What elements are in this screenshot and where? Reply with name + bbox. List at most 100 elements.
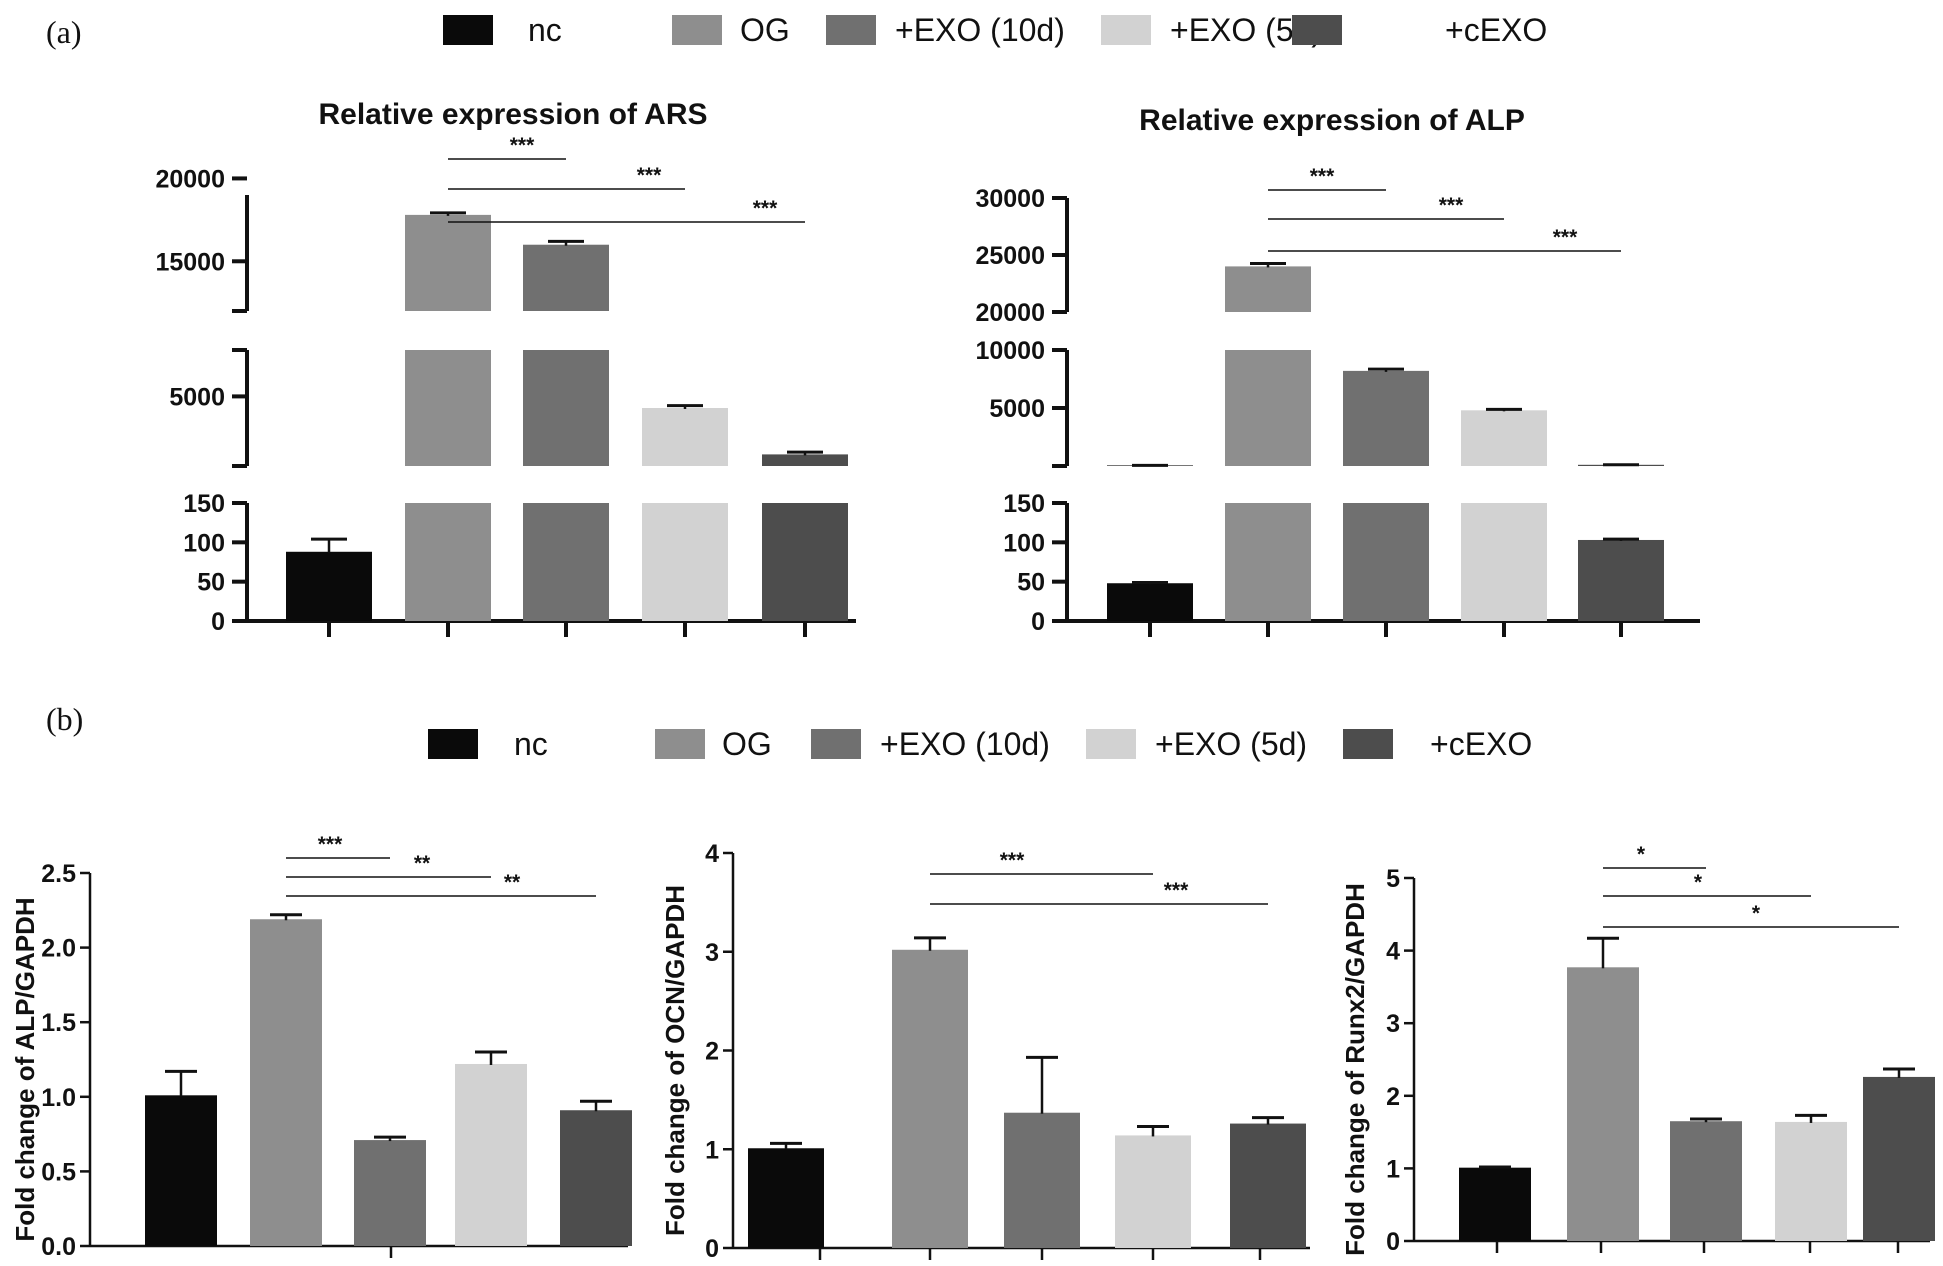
y-tick-label-2-0: 20000 [975, 299, 1045, 327]
significance-label-2: * [1752, 902, 1761, 925]
bar-2 [1670, 1121, 1742, 1241]
chart-0: Relative expression of ARS 0 50 100 150 5000 1… [155, 98, 856, 637]
chart-1: Relative expression of ALP 0 50 100 150 5000 1… [975, 104, 1700, 637]
bar-2 [354, 1140, 426, 1246]
y-tick-label-0: 0.0 [41, 1233, 76, 1261]
significance-label-1: *** [1439, 194, 1464, 217]
y-tick-label-0-1: 50 [1017, 569, 1045, 597]
bar-1-seg-0 [1225, 503, 1311, 621]
bar-1 [892, 949, 968, 1248]
y-axis-label: Fold change of ALP/GAPDH [10, 897, 40, 1241]
legend-swatch-0 [443, 15, 493, 45]
chart-title: Relative expression of ARS [318, 98, 707, 131]
bar-0 [145, 1095, 217, 1246]
legend-a: nc OG +EXO (10d) +EXO (5d) +cEXO [443, 12, 1547, 48]
bar-1-seg-0 [405, 503, 491, 621]
significance-label-2: ** [504, 871, 521, 894]
y-tick-label-1: 0.5 [41, 1158, 76, 1186]
significance-label-0: *** [1310, 165, 1335, 188]
y-tick-label-3: 1.5 [41, 1009, 76, 1037]
legend-label-4: +cEXO [1445, 12, 1547, 48]
y-tick-label-4: 4 [705, 840, 719, 868]
y-tick-label-0-1: 50 [197, 569, 225, 597]
y-tick-label-5: 2.5 [41, 860, 76, 888]
legend-label-1: OG [722, 726, 772, 762]
bar-2-seg-0 [1343, 503, 1429, 621]
y-tick-label-5: 5 [1386, 865, 1400, 893]
significance-label-2: *** [1553, 226, 1578, 249]
legend-swatch-0 [428, 729, 478, 759]
bar-2-seg-0 [523, 503, 609, 621]
chart-title: Relative expression of ALP [1139, 104, 1525, 137]
significance-label-0: *** [318, 833, 343, 856]
y-tick-label-2-0: 15000 [155, 248, 225, 276]
y-tick-label-0-0: 0 [211, 608, 225, 636]
significance-label-1: ** [414, 852, 431, 875]
bar-3-seg-0 [1461, 503, 1547, 621]
y-tick-label-0-3: 150 [183, 490, 225, 518]
significance-label-0: *** [1000, 849, 1025, 872]
y-tick-label-4: 2.0 [41, 935, 76, 963]
y-tick-label-2-1: 25000 [975, 242, 1045, 270]
bar-0 [748, 1148, 824, 1248]
significance-label-0: * [1637, 843, 1646, 866]
legend-label-2: +EXO (10d) [880, 726, 1050, 762]
legend-swatch-4 [1343, 729, 1393, 759]
bar-2-seg-1 [1343, 370, 1429, 466]
y-axis-label: Fold change of OCN/GAPDH [660, 885, 690, 1236]
y-axis-label: Fold change of Runx2/GAPDH [1340, 883, 1370, 1256]
bar-1-seg-1 [405, 350, 491, 466]
bar-4 [1863, 1076, 1935, 1241]
y-tick-label-2-2: 30000 [975, 185, 1045, 213]
legend-label-3: +EXO (5d) [1155, 726, 1307, 762]
bar-2-seg-2 [523, 244, 609, 311]
bar-3 [1115, 1135, 1191, 1248]
legend-swatch-2 [811, 729, 861, 759]
y-tick-label-1-0: 5000 [989, 395, 1045, 423]
bar-4 [560, 1110, 632, 1246]
significance-label-1: *** [1164, 879, 1189, 902]
significance-label-0: *** [510, 134, 535, 157]
bar-1 [250, 919, 322, 1246]
bar-3-seg-1 [1461, 410, 1547, 466]
chart-4: 0 1 2 3 4 5 Fold change of Runx2/GAPDH * * * [1340, 843, 1935, 1256]
y-tick-label-2: 1.0 [41, 1084, 76, 1112]
legend-label-1: OG [740, 12, 790, 48]
y-tick-label-4: 4 [1386, 938, 1400, 966]
legend-label-0: nc [528, 12, 562, 48]
legend-swatch-4 [1292, 15, 1342, 45]
bar-4-seg-0 [762, 503, 848, 621]
y-tick-label-1: 1 [705, 1136, 719, 1164]
legend-label-0: nc [514, 726, 548, 762]
bar-1-seg-1 [1225, 350, 1311, 466]
bar-0-seg-0 [1107, 583, 1193, 621]
charts-layer: Relative expression of ARS05010015050001… [10, 98, 1935, 1263]
legend-label-2: +EXO (10d) [895, 12, 1065, 48]
panel-label-a: (a) [46, 14, 82, 50]
y-tick-label-3: 3 [705, 939, 719, 967]
legend-swatch-3 [1101, 15, 1151, 45]
bar-4-seg-0 [1578, 539, 1664, 621]
y-tick-label-0-2: 100 [1003, 529, 1045, 557]
legend-label-4: +cEXO [1430, 726, 1532, 762]
legend-swatch-1 [655, 729, 705, 759]
y-tick-label-3: 3 [1386, 1010, 1400, 1038]
legend-b: nc OG +EXO (10d) +EXO (5d) +cEXO [428, 726, 1532, 762]
y-tick-label-0-3: 150 [1003, 490, 1045, 518]
bar-1 [1567, 967, 1639, 1241]
y-tick-label-0: 0 [705, 1235, 719, 1263]
bar-1-seg-2 [405, 214, 491, 311]
y-tick-label-1-1: 10000 [975, 337, 1045, 365]
y-tick-label-1-0: 5000 [169, 383, 225, 411]
bar-3 [1775, 1121, 1847, 1241]
significance-label-1: *** [637, 164, 662, 187]
bar-4 [1230, 1123, 1306, 1248]
legend-swatch-1 [672, 15, 722, 45]
bar-3-seg-1 [642, 408, 728, 466]
bar-3 [455, 1063, 527, 1246]
bar-1-seg-2 [1225, 266, 1311, 312]
bar-0-seg-0 [286, 551, 372, 621]
y-tick-label-2: 2 [1386, 1083, 1400, 1111]
